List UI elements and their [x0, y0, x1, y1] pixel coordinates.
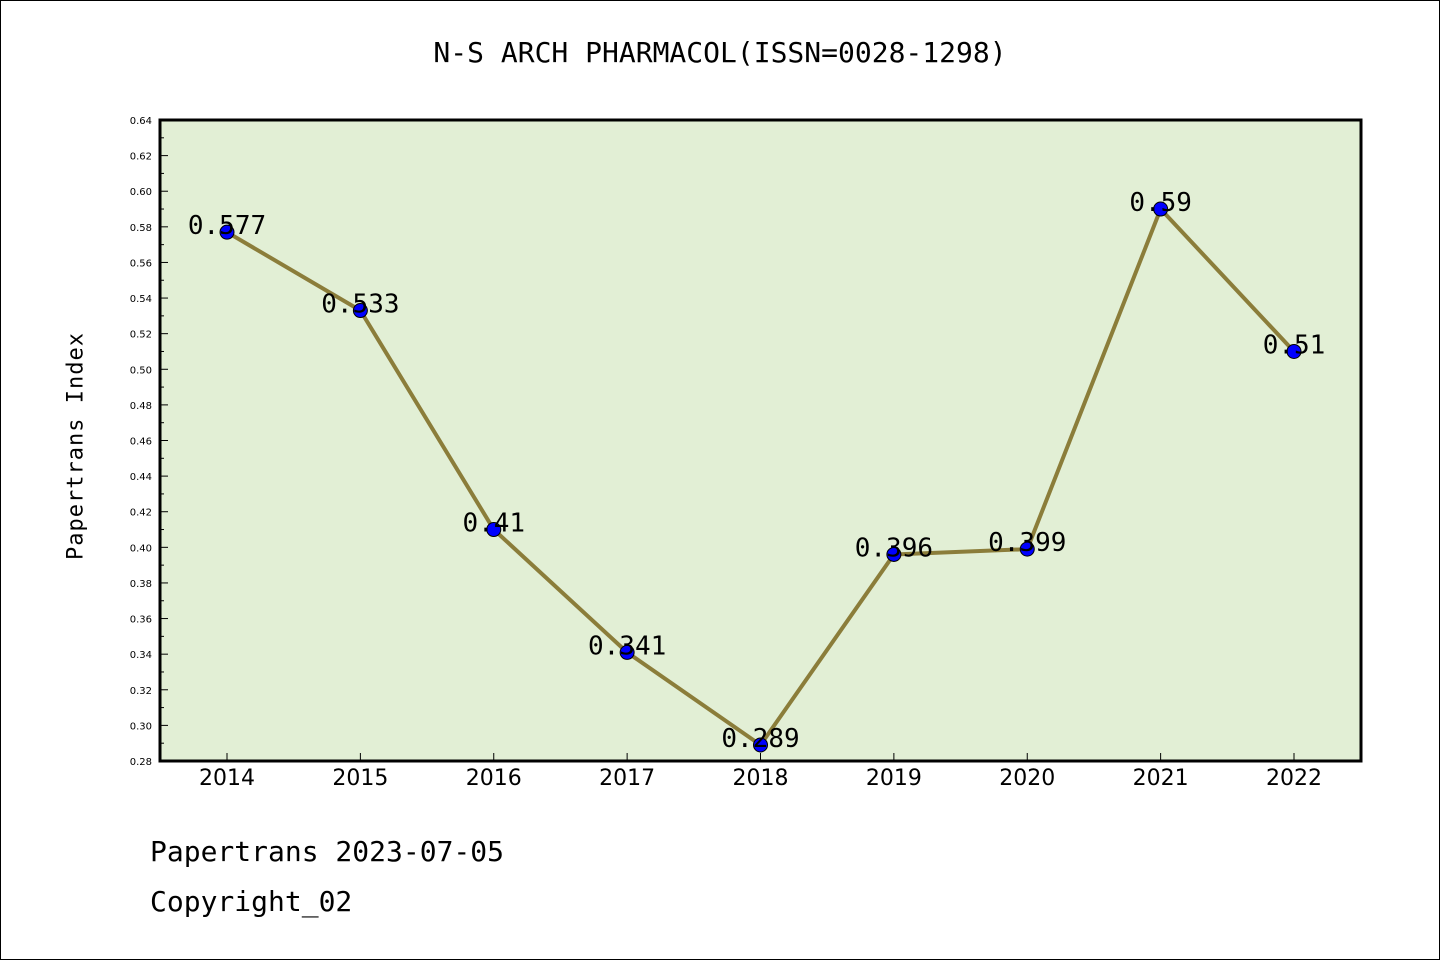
- footer-date: Papertrans 2023-07-05: [150, 835, 505, 868]
- data-label: 0.51: [1263, 330, 1326, 360]
- y-tick-label: 0.44: [130, 472, 152, 483]
- x-tick-label: 2022: [1266, 766, 1322, 791]
- data-point: [352, 303, 368, 319]
- y-tick-label: 0.30: [130, 721, 152, 732]
- y-tick-label: 0.58: [130, 223, 152, 234]
- x-tick-label: 2015: [332, 766, 388, 791]
- y-tick-label: 0.54: [130, 294, 152, 305]
- x-tick-label: 2020: [999, 766, 1055, 791]
- y-tick-label: 0.46: [130, 437, 152, 448]
- y-axis: 0.28 0.30 0.32 0.34 0.36 0.38 0.40 0.42 0.44 0.46…: [130, 116, 168, 768]
- data-label: 0.533: [321, 290, 399, 320]
- data-label: 0.341: [588, 631, 666, 661]
- y-tick-label: 0.40: [130, 543, 152, 554]
- data-point: [886, 546, 902, 562]
- data-label: 0.577: [188, 211, 266, 241]
- y-tick-label: 0.28: [130, 757, 152, 768]
- chart-title: N-S ARCH PHARMACOL(ISSN=0028-1298): [433, 36, 1007, 69]
- y-tick-label: 0.52: [130, 330, 152, 341]
- y-tick-label: 0.38: [130, 579, 152, 590]
- data-label: 0.399: [988, 528, 1066, 558]
- x-axis: 2014 2015 2016 2017 2018 2019 2020 2021 2022: [199, 753, 1322, 791]
- y-tick-label: 0.60: [130, 187, 152, 198]
- data-label: 0.289: [721, 724, 799, 754]
- data-labels: 0.577 0.533 0.41 0.341 0.289 0.396 0.399 0.59 0.…: [188, 188, 1325, 754]
- data-point: [1153, 201, 1169, 217]
- y-tick-label: 0.48: [130, 401, 152, 412]
- y-tick-label: 0.34: [130, 650, 152, 661]
- x-tick-label: 2019: [866, 766, 922, 791]
- data-label: 0.41: [462, 509, 525, 539]
- plot-area: [158, 118, 1363, 763]
- data-label: 0.396: [855, 533, 933, 563]
- data-point: [486, 522, 502, 538]
- y-tick-label: 0.56: [130, 258, 152, 269]
- x-tick-label: 2018: [733, 766, 789, 791]
- data-point: [619, 644, 635, 660]
- data-point: [1286, 343, 1302, 359]
- x-tick-label: 2016: [466, 766, 522, 791]
- data-label: 0.59: [1129, 188, 1192, 218]
- x-tick-label: 2014: [199, 766, 255, 791]
- y-tick-label: 0.64: [130, 116, 152, 127]
- y-tick-label: 0.42: [130, 508, 152, 519]
- y-tick-label: 0.62: [130, 152, 152, 163]
- x-tick-label: 2017: [599, 766, 655, 791]
- data-point: [753, 737, 768, 753]
- data-point: [1019, 541, 1035, 557]
- data-point: [219, 224, 235, 240]
- y-tick-label: 0.32: [130, 686, 152, 697]
- x-tick-label: 2021: [1133, 766, 1189, 791]
- footer-copyright: Copyright_02: [150, 885, 353, 918]
- y-tick-label: 0.36: [130, 615, 152, 626]
- y-tick-label: 0.50: [130, 365, 152, 376]
- data-markers: [219, 201, 1302, 753]
